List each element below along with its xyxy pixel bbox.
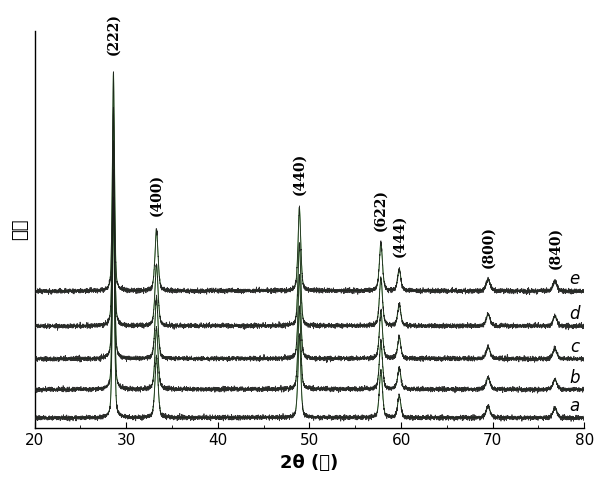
Text: (222): (222) (106, 13, 120, 55)
Text: (840): (840) (548, 227, 562, 270)
X-axis label: 2θ (度): 2θ (度) (280, 454, 339, 472)
Text: (444): (444) (392, 214, 406, 257)
Text: (400): (400) (149, 174, 163, 216)
Y-axis label: 强度: 强度 (11, 219, 29, 241)
Text: e: e (569, 270, 580, 288)
Text: (622): (622) (374, 189, 388, 231)
Text: d: d (569, 305, 580, 323)
Text: a: a (569, 397, 580, 415)
Text: (800): (800) (481, 226, 495, 268)
Text: c: c (571, 338, 580, 356)
Text: b: b (569, 369, 580, 386)
Text: (440): (440) (292, 152, 306, 195)
